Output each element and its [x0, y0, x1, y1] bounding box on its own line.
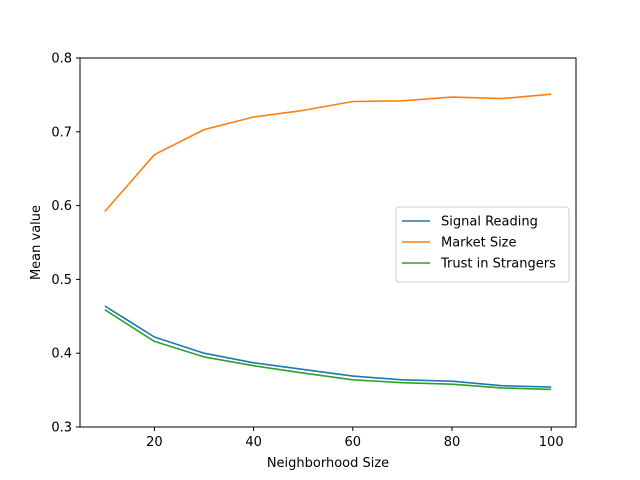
- axes-frame: [79, 57, 577, 428]
- series-line-signal-reading: [104, 305, 552, 388]
- series-lines: [104, 93, 552, 391]
- y-tick-label: 0.3: [51, 421, 72, 436]
- legend: Signal Reading Market Size Trust in Strang…: [395, 206, 570, 283]
- y-tick-label: 0.5: [51, 273, 72, 288]
- x-tick-label: 100: [539, 435, 564, 450]
- series-line-market-size: [104, 93, 552, 213]
- x-axis-label: Neighborhood Size: [267, 456, 389, 471]
- x-tick-label: 80: [444, 435, 461, 450]
- x-tick-label: 60: [345, 435, 362, 450]
- y-axis-label: Mean value: [29, 205, 44, 280]
- legend-label-signal-reading: Signal Reading: [441, 215, 538, 230]
- y-tick-label: 0.8: [51, 52, 72, 67]
- legend-label-market-size: Market Size: [441, 236, 517, 251]
- y-tick-label: 0.7: [51, 125, 72, 140]
- legend-label-trust-in-strangers: Trust in Strangers: [440, 257, 556, 272]
- y-tick-label: 0.4: [51, 347, 72, 362]
- x-tick-label: 40: [245, 435, 262, 450]
- legend-box: [395, 206, 570, 283]
- axis-ticks: 20 40 60 80 100 0.3 0.4 0.5 0.6 0.7 0.8: [51, 52, 563, 451]
- x-tick-label: 20: [146, 435, 163, 450]
- y-tick-label: 0.6: [51, 199, 72, 214]
- series-line-trust-in-strangers: [104, 309, 552, 391]
